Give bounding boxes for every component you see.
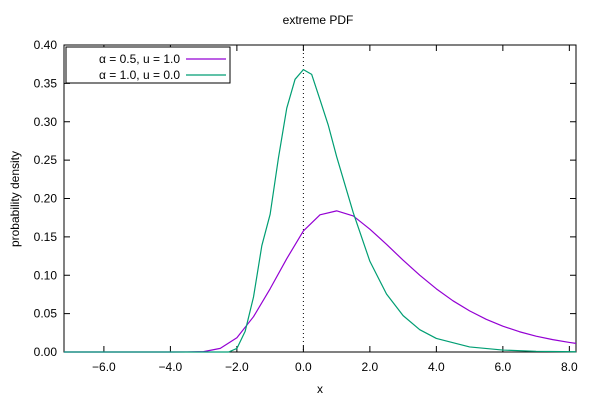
y-tick-label: 0.05 [34,307,58,321]
legend-label-series-1: α = 0.5, u = 1.0 [99,52,180,66]
x-tick-label: −4.0 [159,360,183,374]
y-tick-label: 0.40 [34,38,58,52]
series-group [64,69,577,353]
x-axis-label: x [317,382,323,396]
legend-box [65,46,231,84]
x-tick-label: 4.0 [428,360,445,374]
x-tick-label: 2.0 [362,360,379,374]
series-line-1 [64,210,577,353]
x-tick-label: −2.0 [225,360,249,374]
y-tick-label: 0.15 [34,230,58,244]
x-tick-label: 0.0 [295,360,312,374]
legend: α = 0.5, u = 1.0 α = 1.0, u = 0.0 [65,46,231,84]
y-tick-label: 0.35 [34,76,58,90]
y-tick-label: 0.25 [34,153,58,167]
y-tick-label: 0.20 [34,192,58,206]
y-axis-label: probability density [8,151,22,247]
x-axis: −6.0 −4.0 −2.0 0.0 2.0 4.0 6.0 8.0 [92,45,578,374]
x-tick-label: 6.0 [495,360,512,374]
y-tick-label: 0.30 [34,115,58,129]
y-axis: 0.00 0.05 0.10 0.15 0.20 0.25 0.30 0.35 0.40 [34,38,576,359]
x-tick-label: −6.0 [92,360,116,374]
y-tick-label: 0.00 [34,345,58,359]
x-tick-label: 8.0 [561,360,578,374]
legend-label-series-2: α = 1.0, u = 0.0 [99,68,180,82]
series-line-2 [64,69,577,353]
plot-frame [63,44,577,353]
y-tick-label: 0.10 [34,268,58,282]
chart-title: extreme PDF [283,13,354,27]
